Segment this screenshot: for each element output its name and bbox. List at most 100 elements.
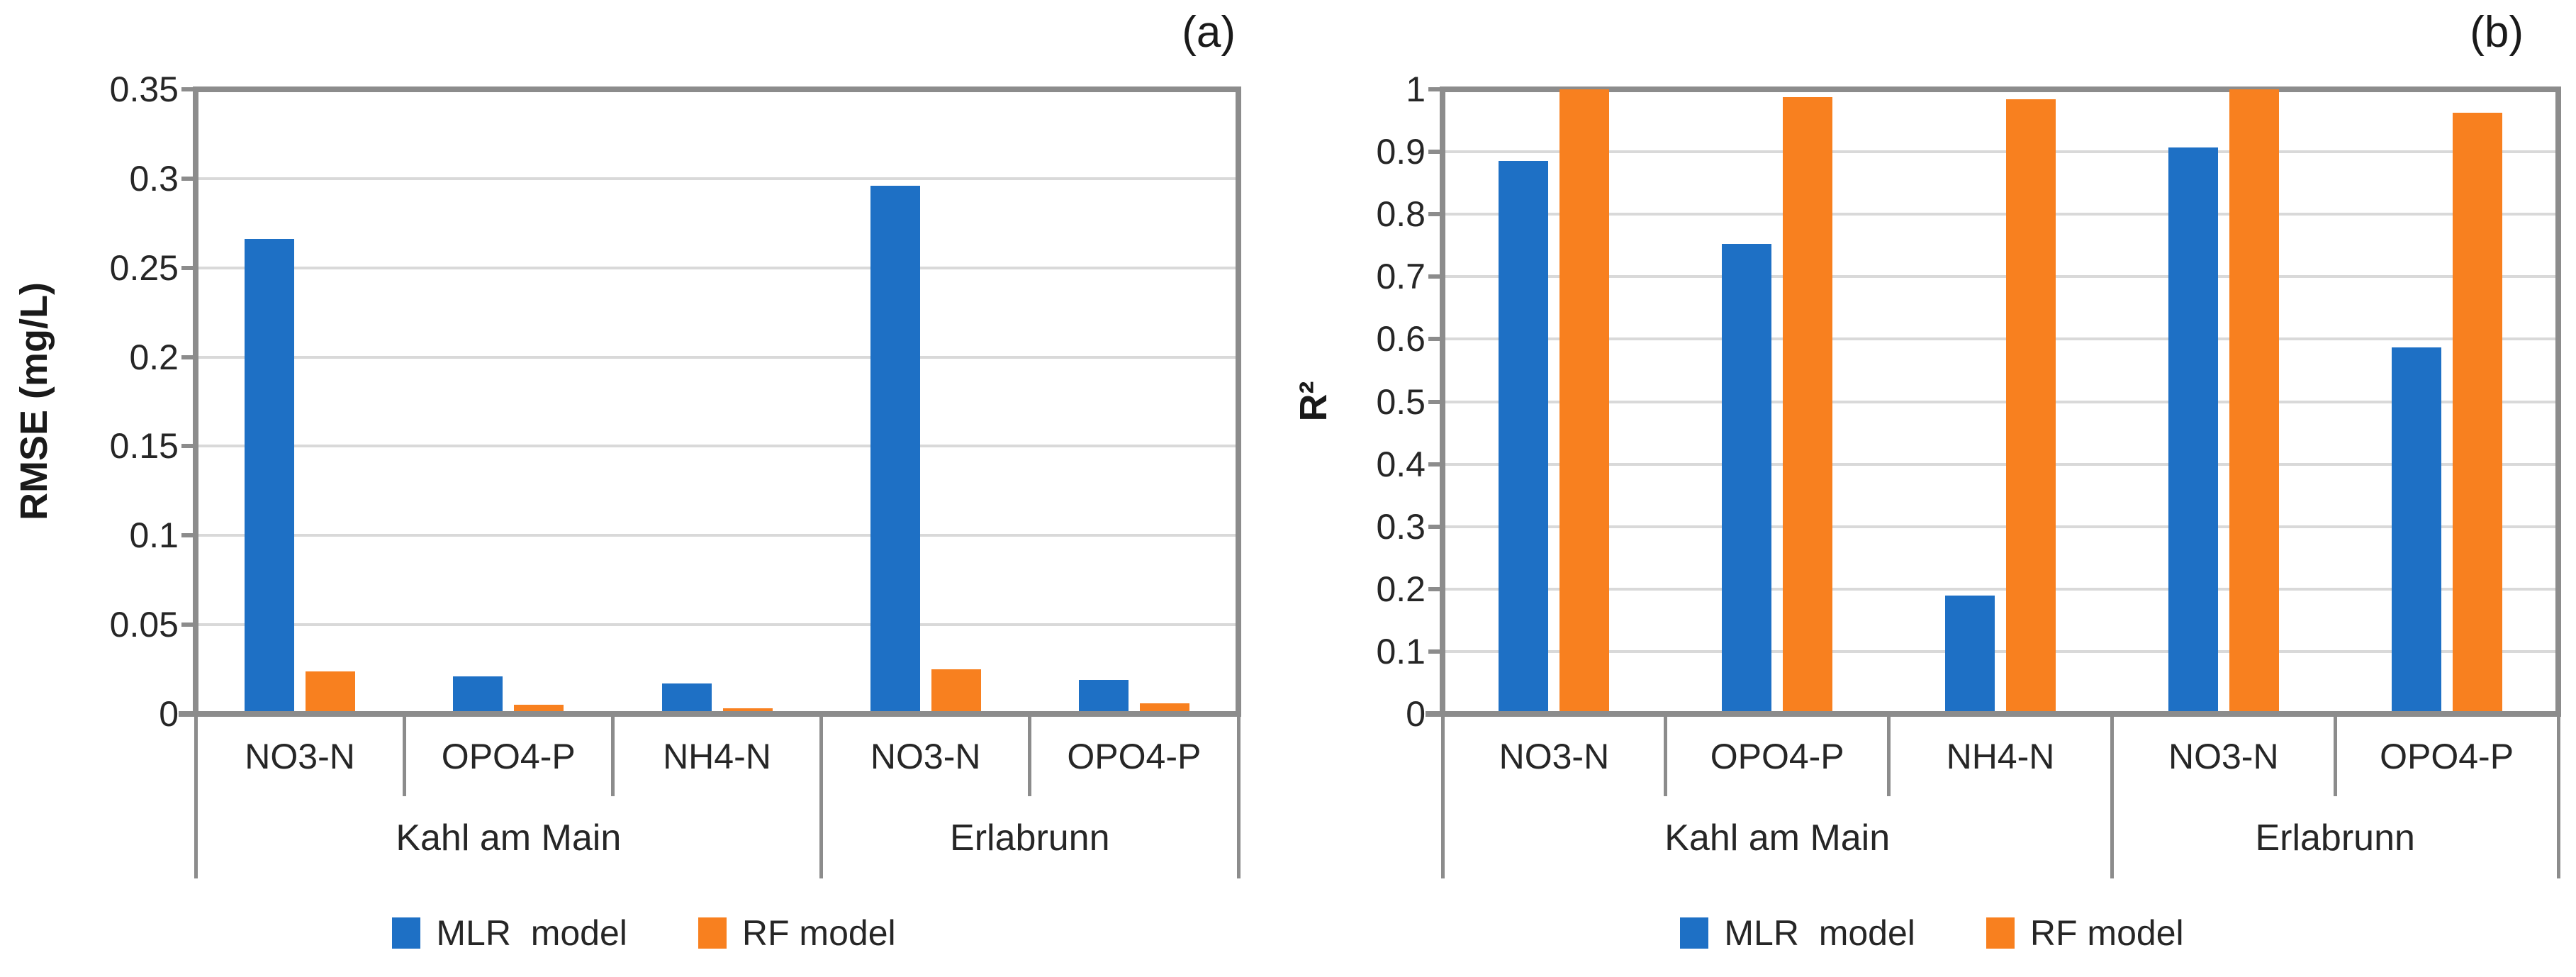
- bar-rf-opo4-p: [2452, 113, 2502, 711]
- gridline: [196, 534, 1238, 537]
- bar-rf-nh4-n: [722, 708, 773, 711]
- category-label: NO3-N: [245, 737, 355, 776]
- bar-rf-no3-n: [2229, 89, 2279, 711]
- category-label: NH4-N: [1946, 737, 2055, 776]
- y-tick-mark: [1428, 337, 1443, 342]
- y-tick-label: 0.7: [1376, 257, 1426, 297]
- bar-rf-nh4-n: [2006, 99, 2056, 711]
- y-tick-mark: [1428, 649, 1443, 654]
- y-tick-mark: [1428, 150, 1443, 155]
- y-axis-title-rmse: RMSE (mg/L): [13, 282, 55, 520]
- bar-mlr-nh4-n: [661, 683, 712, 711]
- bar-mlr-opo4-p: [1722, 244, 1772, 711]
- category-label: NO3-N: [1499, 737, 1610, 776]
- category-divider: [610, 717, 615, 796]
- y-tick-label: 0.6: [1376, 319, 1426, 359]
- plot-border-right: [2555, 86, 2561, 717]
- bar-rf-no3-n: [1559, 89, 1610, 711]
- y-tick-mark: [1428, 274, 1443, 279]
- y-tick-label: 0.05: [109, 605, 179, 645]
- y-tick-label: 0.2: [129, 337, 179, 377]
- y-tick-mark: [181, 87, 196, 91]
- bar-mlr-opo4-p: [2391, 347, 2441, 711]
- group-divider: [2556, 717, 2560, 878]
- gridline: [1443, 400, 2558, 403]
- plot-border-right: [1236, 86, 1241, 717]
- legend-item-mlr: MLR model: [1680, 910, 1915, 956]
- category-label: NO3-N: [2168, 737, 2279, 776]
- legend-swatch-mlr-icon: [1680, 917, 1709, 949]
- y-tick-mark: [1428, 212, 1443, 217]
- bar-mlr-no3-n: [245, 239, 295, 711]
- y-tick-label: 0.3: [1376, 506, 1426, 547]
- category-label: OPO4-P: [1710, 737, 1844, 776]
- gridline: [196, 177, 1238, 180]
- gridline: [196, 355, 1238, 359]
- gridline: [1443, 462, 2558, 466]
- category-divider: [402, 717, 406, 796]
- y-tick-mark: [181, 354, 196, 359]
- gridline: [196, 623, 1238, 627]
- gridline: [1443, 587, 2558, 591]
- bar-mlr-opo4-p: [453, 676, 503, 711]
- gridline: [1443, 649, 2558, 653]
- panel-label-b: (b): [2470, 8, 2524, 57]
- legend-swatch-mlr-icon: [392, 917, 421, 949]
- legend-a: MLR model RF model: [0, 910, 1288, 956]
- gridline: [1443, 150, 2558, 154]
- y-tick-label: 0.2: [1376, 569, 1426, 609]
- y-tick-mark: [1428, 586, 1443, 591]
- chart-panel-a: (a) RMSE (mg/L) 0.35 0.3 0.25 0.2 0.15 0.1 0.0…: [0, 8, 1288, 956]
- bar-rf-opo4-p: [514, 705, 564, 711]
- y-tick-label: 1: [1406, 69, 1426, 109]
- group-divider: [194, 717, 198, 878]
- y-tick-label: 0.35: [109, 69, 179, 109]
- gridline: [196, 266, 1238, 269]
- y-tick-mark: [1428, 399, 1443, 404]
- category-divider: [2333, 717, 2337, 796]
- category-label: NO3-N: [870, 737, 981, 776]
- bar-rf-no3-n: [931, 669, 981, 711]
- y-tick-mark: [181, 533, 196, 538]
- group-label: Erlabrunn: [950, 817, 1110, 859]
- x-axis-line: [1426, 711, 2561, 717]
- y-tick-label: 0.25: [109, 247, 179, 288]
- y-tick-label: 0.9: [1376, 132, 1426, 172]
- legend-label-mlr: MLR model: [436, 913, 627, 953]
- y-tick-label: 0: [1406, 694, 1426, 734]
- y-tick-label: 0.8: [1376, 194, 1426, 235]
- group-divider: [1440, 717, 1445, 878]
- y-tick-label: 0.3: [129, 158, 179, 199]
- y-tick-mark: [181, 265, 196, 270]
- y-tick-label: 0.1: [1376, 631, 1426, 671]
- plot-border-top: [193, 86, 1241, 92]
- group-divider: [819, 717, 824, 878]
- y-axis-line: [1440, 86, 1445, 717]
- category-divider: [1887, 717, 1891, 796]
- y-tick-label: 0.4: [1376, 444, 1426, 484]
- group-divider: [2110, 717, 2114, 878]
- y-tick-label: 0.15: [109, 426, 179, 467]
- group-divider: [1236, 717, 1241, 878]
- group-label: Kahl am Main: [1664, 817, 1891, 859]
- legend-label-mlr: MLR model: [1724, 913, 1915, 953]
- gridline: [1443, 275, 2558, 279]
- gridline: [1443, 525, 2558, 528]
- bar-mlr-no3-n: [2168, 147, 2218, 711]
- bar-mlr-no3-n: [870, 185, 920, 711]
- legend-item-rf: RF model: [698, 910, 896, 956]
- chart-panel-b: (b) R² 1 0.9 0.8 0.7 0.6 0.5 0.4 0.3 0.2 0.1 0 NO3-…: [1288, 0, 2576, 977]
- category-label: OPO4-P: [441, 737, 576, 776]
- category-divider: [1028, 717, 1032, 796]
- category-label: OPO4-P: [1067, 737, 1202, 776]
- bar-rf-opo4-p: [1783, 96, 1833, 711]
- plot-border-top: [1440, 86, 2561, 92]
- legend-label-rf: RF model: [741, 913, 896, 953]
- y-tick-mark: [1428, 524, 1443, 529]
- bar-mlr-nh4-n: [1945, 595, 1995, 711]
- y-tick-mark: [181, 444, 196, 449]
- legend-swatch-rf-icon: [698, 917, 727, 949]
- category-label: OPO4-P: [2380, 737, 2514, 776]
- group-label: Kahl am Main: [396, 817, 622, 859]
